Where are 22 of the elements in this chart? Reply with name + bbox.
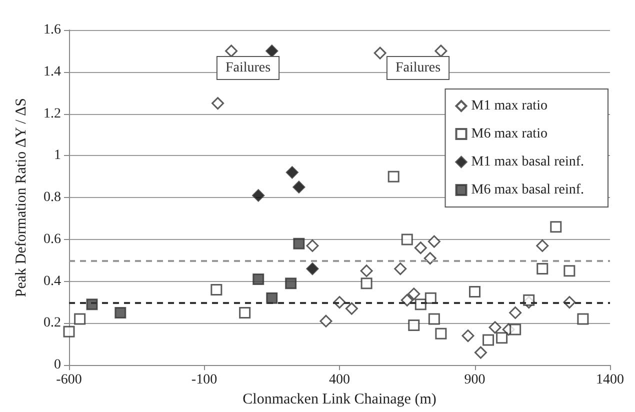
x-tick-label: 900 <box>464 372 486 388</box>
x-tick-label: 1400 <box>596 372 624 388</box>
legend-label: M6 max ratio <box>471 126 548 142</box>
y-tick-label: 1.6 <box>44 22 61 38</box>
annotation: Failures <box>225 60 271 76</box>
y-tick-label: 0.2 <box>44 316 61 331</box>
y-tick-label: 1.4 <box>44 64 61 80</box>
y-tick-label: 1 <box>54 148 61 164</box>
legend-label: M6 max basal reinf. <box>471 182 584 198</box>
x-tick-label: -100 <box>191 372 218 388</box>
annotation: Failures <box>395 60 441 76</box>
y-tick-label: 0.6 <box>44 232 61 247</box>
x-tick-label: 400 <box>329 372 350 388</box>
y-tick-label: 0.8 <box>44 190 61 206</box>
x-axis-title: Clonmacken Link Chainage (m) <box>242 392 436 408</box>
legend-label: M1 max basal reinf. <box>471 154 584 170</box>
y-tick-label: 0 <box>54 358 61 373</box>
y-axis-title: Peak Deformation Ratio ΔY / ΔS <box>14 98 30 298</box>
y-tick-label: 1.2 <box>44 106 61 122</box>
legend-label: M1 max ratio <box>471 98 548 114</box>
y-tick-label: 0.4 <box>44 274 61 289</box>
x-tick-label: -600 <box>56 372 82 388</box>
